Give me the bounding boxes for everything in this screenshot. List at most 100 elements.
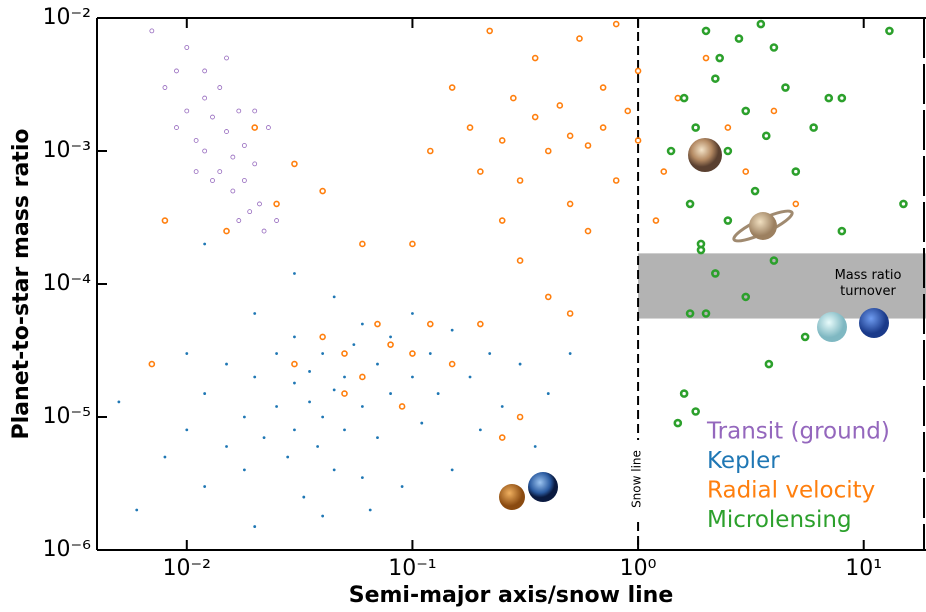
band-label: Mass ratio bbox=[835, 268, 902, 283]
data-point bbox=[257, 201, 262, 207]
data-point bbox=[724, 124, 732, 131]
data-point bbox=[253, 312, 257, 315]
data-point bbox=[236, 108, 242, 114]
data-point bbox=[566, 200, 574, 208]
data-point bbox=[389, 335, 392, 339]
y-tick-label: 10⁻² bbox=[43, 5, 91, 30]
data-point bbox=[225, 362, 228, 366]
data-point bbox=[332, 468, 336, 472]
data-point bbox=[236, 218, 242, 223]
data-point bbox=[660, 168, 668, 175]
x-tick-label: 10⁻² bbox=[163, 556, 211, 581]
data-point bbox=[685, 199, 695, 209]
data-point bbox=[332, 295, 336, 299]
data-point bbox=[634, 137, 642, 144]
legend-entry: Kepler bbox=[707, 448, 780, 474]
data-point bbox=[837, 226, 847, 236]
data-point bbox=[734, 34, 744, 43]
legend-entry: Radial velocity bbox=[707, 478, 875, 504]
y-axis-title: Planet-to-star mass ratio bbox=[9, 129, 34, 440]
data-point bbox=[809, 123, 818, 132]
data-point bbox=[266, 125, 271, 130]
data-point bbox=[764, 359, 774, 369]
data-point bbox=[500, 405, 504, 408]
data-point bbox=[723, 146, 733, 156]
data-point bbox=[498, 217, 506, 224]
data-point bbox=[544, 293, 552, 301]
turnover-band bbox=[638, 253, 926, 319]
venus-image bbox=[499, 484, 525, 510]
data-point bbox=[576, 35, 583, 42]
data-point bbox=[291, 360, 298, 368]
data-point bbox=[253, 375, 257, 379]
data-point bbox=[411, 312, 414, 315]
data-point bbox=[599, 84, 607, 91]
data-point bbox=[723, 216, 733, 225]
data-point bbox=[343, 375, 346, 379]
data-point bbox=[242, 415, 246, 419]
data-point bbox=[486, 27, 493, 35]
data-point bbox=[117, 400, 121, 404]
data-point bbox=[531, 54, 539, 62]
legend-entry: Microlensing bbox=[707, 507, 852, 533]
data-point bbox=[368, 508, 372, 512]
data-point bbox=[374, 320, 381, 328]
earth-image bbox=[528, 472, 558, 502]
data-point bbox=[174, 125, 179, 130]
data-point bbox=[518, 362, 522, 366]
data-point bbox=[691, 123, 700, 132]
data-point bbox=[824, 93, 834, 103]
data-point bbox=[359, 373, 366, 381]
data-point bbox=[791, 167, 801, 176]
data-point bbox=[533, 445, 537, 448]
data-point bbox=[761, 131, 771, 141]
data-point bbox=[516, 257, 524, 264]
data-point bbox=[308, 370, 311, 373]
data-point bbox=[203, 485, 207, 488]
data-point bbox=[149, 28, 155, 34]
data-point bbox=[701, 26, 711, 36]
data-point bbox=[224, 55, 229, 61]
band-label: turnover bbox=[840, 284, 896, 299]
data-point bbox=[185, 428, 189, 432]
data-point bbox=[321, 514, 325, 518]
data-point bbox=[426, 320, 434, 328]
data-point bbox=[274, 218, 279, 223]
data-point bbox=[800, 332, 810, 342]
data-point bbox=[341, 350, 348, 357]
data-point bbox=[450, 468, 454, 472]
jupiter-image bbox=[688, 138, 722, 172]
data-point bbox=[247, 209, 253, 215]
data-point bbox=[302, 495, 306, 499]
data-point bbox=[241, 143, 247, 148]
data-point bbox=[673, 418, 683, 428]
data-point bbox=[769, 256, 779, 265]
data-point bbox=[691, 407, 700, 416]
data-point bbox=[584, 142, 592, 149]
data-point bbox=[359, 240, 366, 248]
data-point bbox=[341, 390, 348, 397]
data-point bbox=[321, 415, 325, 419]
data-point bbox=[769, 43, 779, 52]
data-point bbox=[253, 525, 257, 528]
data-point bbox=[225, 445, 228, 448]
data-point bbox=[781, 83, 790, 92]
data-point bbox=[546, 392, 550, 395]
data-point bbox=[293, 428, 296, 432]
data-point bbox=[332, 388, 336, 392]
data-point bbox=[666, 146, 676, 156]
data-point bbox=[652, 217, 660, 224]
data-point bbox=[711, 74, 720, 83]
data-point bbox=[316, 445, 320, 448]
data-point bbox=[193, 169, 199, 175]
data-point bbox=[612, 177, 620, 184]
data-point bbox=[286, 455, 290, 459]
data-point bbox=[360, 322, 364, 326]
data-point bbox=[135, 508, 139, 512]
y-tick-label: 10⁻⁵ bbox=[43, 404, 91, 429]
data-point bbox=[488, 352, 492, 355]
data-point bbox=[185, 352, 189, 355]
saturn-image bbox=[749, 212, 777, 240]
data-point bbox=[230, 154, 236, 160]
data-point bbox=[343, 428, 346, 432]
